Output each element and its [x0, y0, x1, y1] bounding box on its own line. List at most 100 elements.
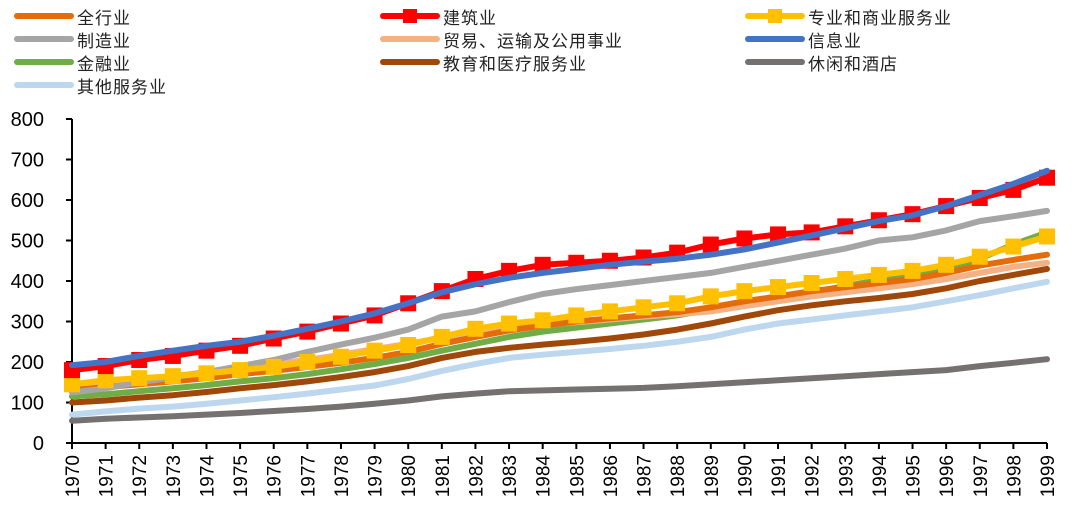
x-tick-label: 1983: [500, 455, 521, 497]
x-tick-label: 1981: [433, 455, 454, 497]
x-tick-label: 1979: [366, 455, 387, 497]
x-tick-label: 1973: [164, 455, 185, 497]
data-point-marker: [265, 358, 282, 375]
series-2: [64, 228, 1055, 393]
data-point-marker: [736, 283, 753, 300]
data-point-marker: [702, 288, 719, 305]
legend: 全行业 建筑业 专业和商业服务业制造业 贸易、运输及公用事业 信息业金融业 教育和医疗服务…: [0, 0, 1080, 100]
legend-item: 教育和医疗服务业: [380, 51, 587, 75]
x-tick-label: 1977: [298, 455, 319, 497]
x-tick-label: 1975: [231, 455, 252, 497]
data-point-marker: [534, 312, 551, 329]
series-7: [69, 265, 1050, 406]
data-point-marker: [467, 320, 484, 337]
legend-swatch-icon: [745, 5, 805, 27]
legend-label: 全行业: [77, 8, 131, 29]
data-point-marker: [904, 262, 921, 279]
x-tick-label: 1998: [1004, 455, 1025, 497]
x-tick-label: 1978: [332, 455, 353, 497]
data-point-marker: [770, 226, 787, 243]
legend-label: 专业和商业服务业: [808, 8, 952, 29]
data-point-marker: [568, 307, 585, 324]
legend-swatch-icon: [745, 28, 805, 50]
series-3: [69, 207, 1050, 396]
x-tick-label: 1970: [63, 455, 84, 497]
data-point-marker: [702, 236, 719, 253]
legend-item: 建筑业: [380, 5, 497, 29]
legend-item: 其他服务业: [14, 74, 167, 98]
series-line: [69, 278, 1050, 418]
y-tick-label: 0: [33, 433, 44, 455]
legend-swatch-icon: [14, 28, 74, 50]
x-tick-label: 1974: [197, 455, 218, 498]
data-point-marker: [534, 256, 551, 273]
y-tick-label: 700: [11, 150, 44, 172]
data-point-marker: [64, 376, 80, 393]
data-point-marker: [1039, 228, 1055, 245]
x-tick-label: 1994: [870, 455, 891, 498]
data-point-marker: [400, 336, 417, 353]
legend-item: 全行业: [14, 5, 131, 29]
x-tick-label: 1997: [971, 455, 992, 497]
data-point-marker: [669, 295, 686, 312]
data-point-marker: [97, 372, 114, 389]
data-point-marker: [433, 328, 450, 345]
legend-swatch-icon: [745, 51, 805, 73]
axes: 0 100 200 300 400 500 600 700 800 1970 1971 1972 197…: [11, 109, 1059, 497]
legend-swatch-icon: [380, 5, 440, 27]
data-point-marker: [870, 266, 887, 283]
x-tick-label: 1984: [534, 455, 555, 498]
legend-swatch-icon: [380, 51, 440, 73]
x-tick-label: 1985: [567, 455, 588, 497]
series-8: [69, 356, 1050, 424]
data-point-marker: [332, 348, 349, 365]
legend-item: 专业和商业服务业: [745, 5, 952, 29]
data-point-marker: [1005, 238, 1022, 255]
data-point-marker: [635, 299, 652, 316]
legend-item: 金融业: [14, 51, 131, 75]
y-tick-label: 800: [11, 109, 44, 131]
x-tick-label: 1972: [130, 455, 151, 497]
legend-label: 休闲和酒店: [808, 54, 898, 75]
x-tick-label: 1971: [97, 455, 118, 497]
data-point-marker: [501, 315, 518, 332]
series-line: [69, 356, 1050, 424]
x-tick-label: 1982: [466, 455, 487, 497]
data-point-marker: [164, 368, 181, 385]
y-tick-label: 600: [11, 190, 44, 212]
data-point-marker: [299, 354, 316, 370]
series-line: [69, 167, 1050, 369]
x-tick-label: 1988: [668, 455, 689, 497]
legend-label: 信息业: [808, 31, 862, 52]
y-tick-label: 300: [11, 312, 44, 334]
series-5: [69, 167, 1050, 369]
legend-item: 休闲和酒店: [745, 51, 898, 75]
legend-item: 信息业: [745, 28, 862, 52]
legend-label: 制造业: [77, 31, 131, 52]
legend-swatch-icon: [380, 28, 440, 50]
data-point-marker: [601, 303, 618, 320]
legend-label: 贸易、运输及公用事业: [443, 31, 623, 52]
legend-swatch-icon: [14, 74, 74, 96]
x-tick-label: 1976: [265, 455, 286, 497]
x-tick-label: 1990: [735, 455, 756, 497]
legend-swatch-icon: [14, 5, 74, 27]
x-tick-label: 1993: [836, 455, 857, 497]
data-point-marker: [770, 279, 787, 296]
legend-label: 教育和医疗服务业: [443, 54, 587, 75]
data-point-marker: [938, 256, 955, 273]
legend-item: 贸易、运输及公用事业: [380, 28, 623, 52]
x-tick-label: 1986: [601, 455, 622, 497]
x-tick-label: 1999: [1038, 455, 1059, 497]
series-layer: [64, 167, 1055, 424]
data-point-marker: [131, 370, 148, 387]
legend-item: 制造业: [14, 28, 131, 52]
legend-swatch-icon: [14, 51, 74, 73]
data-point-marker: [971, 248, 988, 265]
data-point-marker: [837, 270, 854, 287]
y-tick-label: 500: [11, 231, 44, 253]
x-tick-label: 1987: [635, 455, 656, 497]
data-point-marker: [198, 365, 215, 382]
x-tick-label: 1989: [702, 455, 723, 497]
legend-label: 金融业: [77, 54, 131, 75]
